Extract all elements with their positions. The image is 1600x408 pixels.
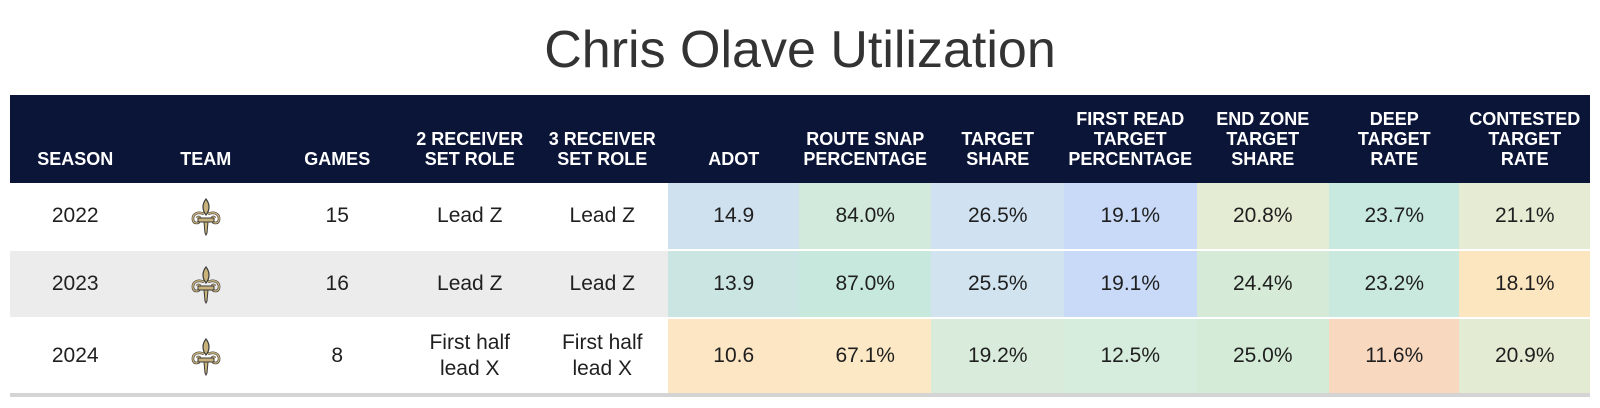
end-zone-target-share-cell: 24.4%: [1196, 249, 1330, 318]
contested-target-rate-cell: 20.9%: [1459, 317, 1590, 397]
col-header-first-read-target-pct: First Read Target Percentage: [1063, 95, 1197, 183]
col-header-3-receiver-role: 3 Receiver Set Role: [535, 95, 669, 183]
first-read-target-pct-cell: 12.5%: [1063, 317, 1197, 397]
target-share-cell: 25.5%: [931, 249, 1064, 318]
role-2-receiver-cell: First half lead X: [403, 317, 536, 397]
end-zone-target-share-cell: 20.8%: [1196, 183, 1330, 250]
season-cell: 2022: [10, 183, 141, 250]
deep-target-rate-cell: 11.6%: [1329, 317, 1460, 397]
season-cell: 2023: [10, 249, 141, 318]
deep-target-rate-cell: 23.2%: [1329, 249, 1460, 318]
col-header-contested-target-rate: Contested Target Rate: [1459, 95, 1590, 183]
first-read-target-pct-cell: 19.1%: [1063, 249, 1197, 318]
adot-cell: 10.6: [668, 317, 799, 397]
table-row: 2023 16 Lead Z Lead Z 13.9 87.0% 25.5% 19.1% 24…: [10, 249, 1590, 318]
col-header-end-zone-target-share: End Zone Target Share: [1196, 95, 1330, 183]
season-cell: 2024: [10, 317, 141, 397]
col-header-target-share: Target Share: [931, 95, 1064, 183]
table-row: 2022 15 Lead Z Lead Z 14.9 84.0% 26.5% 19.1% 20…: [10, 183, 1590, 250]
table-row: 2024 8 First half lead X First half lead X…: [10, 317, 1590, 397]
team-cell: [140, 317, 271, 397]
target-share-cell: 26.5%: [931, 183, 1064, 250]
adot-cell: 13.9: [668, 249, 799, 318]
chart-title: Chris Olave Utilization: [544, 21, 1056, 79]
col-header-2-receiver-role: 2 Receiver Set Role: [403, 95, 536, 183]
route-snap-pct-cell: 84.0%: [798, 183, 932, 250]
col-header-team: Team: [140, 95, 271, 183]
role-2-receiver-cell: Lead Z: [403, 183, 536, 250]
team-cell: [140, 183, 271, 250]
contested-target-rate-cell: 18.1%: [1459, 249, 1590, 318]
role-3-receiver-cell: Lead Z: [535, 183, 669, 250]
fleur-de-lis-icon: [189, 197, 223, 237]
role-2-receiver-cell: Lead Z: [403, 249, 536, 318]
games-cell: 8: [270, 317, 404, 397]
adot-cell: 14.9: [668, 183, 799, 250]
fleur-de-lis-icon: [189, 337, 223, 377]
col-header-deep-target-rate: Deep Target Rate: [1329, 95, 1460, 183]
end-zone-target-share-cell: 25.0%: [1196, 317, 1330, 397]
route-snap-pct-cell: 67.1%: [798, 317, 932, 397]
utilization-table: Season Team Games 2 Receiver Set Role 3 …: [10, 95, 1590, 397]
target-share-cell: 19.2%: [931, 317, 1064, 397]
role-3-receiver-cell: First half lead X: [535, 317, 669, 397]
first-read-target-pct-cell: 19.1%: [1063, 183, 1197, 250]
games-cell: 15: [270, 183, 404, 250]
deep-target-rate-cell: 23.7%: [1329, 183, 1460, 250]
team-cell: [140, 249, 271, 318]
col-header-season: Season: [10, 95, 141, 183]
route-snap-pct-cell: 87.0%: [798, 249, 932, 318]
games-cell: 16: [270, 249, 404, 318]
role-3-receiver-cell: Lead Z: [535, 249, 669, 318]
col-header-adot: ADOT: [668, 95, 799, 183]
col-header-route-snap-pct: Route Snap Percentage: [798, 95, 932, 183]
contested-target-rate-cell: 21.1%: [1459, 183, 1590, 250]
col-header-games: Games: [270, 95, 404, 183]
header-row: Season Team Games 2 Receiver Set Role 3 …: [10, 95, 1590, 183]
fleur-de-lis-icon: [189, 265, 223, 305]
